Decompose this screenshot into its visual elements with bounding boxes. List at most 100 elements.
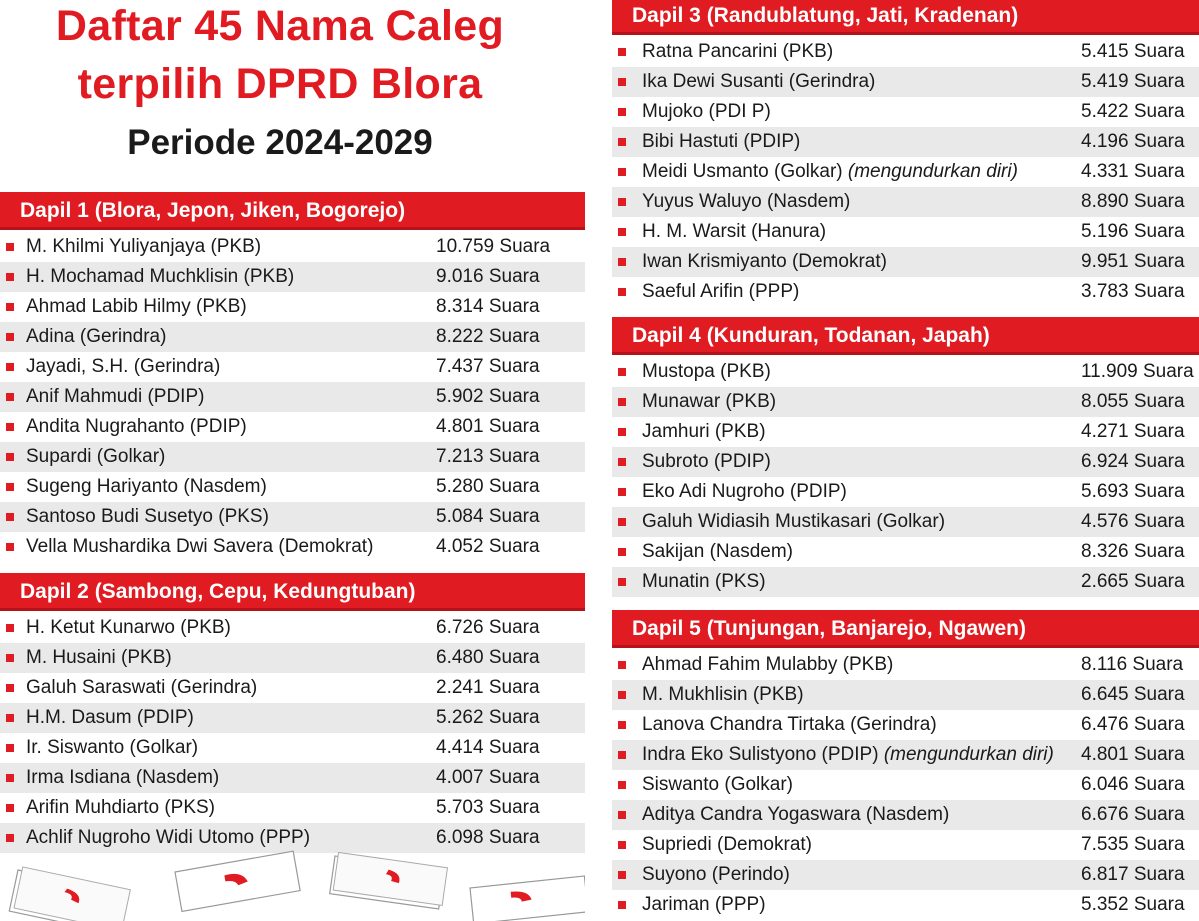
bullet-square-icon [618, 288, 626, 296]
bullet-square-icon [6, 273, 14, 281]
candidate-name-cell: Munatin (PKS) [642, 567, 1199, 597]
bullet-square-icon [618, 548, 626, 556]
candidate-name: H.M. Dasum (PDIP) [26, 707, 194, 728]
candidate-row: Adina (Gerindra) 8.222 Suara [0, 322, 585, 352]
vote-count: 4.271 Suara [1081, 421, 1185, 442]
bullet-square-icon [618, 901, 626, 909]
candidate-name: Ika Dewi Susanti (Gerindra) [642, 71, 876, 92]
bullet-square-icon [6, 393, 14, 401]
candidate-name: H. Mochamad Muchklisin (PKB) [26, 266, 295, 287]
candidate-name-cell: H. Ketut Kunarwo (PKB) [26, 613, 585, 643]
candidate-row: M. Mukhlisin (PKB) 6.645 Suara [612, 680, 1199, 710]
bullet-square-icon [618, 721, 626, 729]
bullet-square-icon [618, 78, 626, 86]
candidate-name-cell: Jamhuri (PKB) [642, 417, 1199, 447]
candidate-name: Jayadi, S.H. (Gerindra) [26, 356, 221, 377]
candidate-name: Adina (Gerindra) [26, 326, 167, 347]
candidate-name-cell: Supriedi (Demokrat) [642, 830, 1199, 860]
vote-count: 8.326 Suara [1081, 541, 1185, 562]
candidate-name: Suyono (Perindo) [642, 864, 790, 885]
candidate-name-cell: Vella Mushardika Dwi Savera (Demokrat) [26, 532, 585, 562]
candidate-name-cell: Suyono (Perindo) [642, 860, 1199, 890]
bullet-square-icon [6, 483, 14, 491]
bullet-square-icon [618, 108, 626, 116]
dapil-header: Dapil 1 (Blora, Jepon, Jiken, Bogorejo) [0, 192, 585, 230]
bullet-square-icon [6, 423, 14, 431]
candidate-name: H. M. Warsit (Hanura) [642, 221, 827, 242]
vote-count: 6.726 Suara [436, 617, 540, 638]
candidate-name: Arifin Muhdiarto (PKS) [26, 797, 216, 818]
bullet-square-icon [6, 654, 14, 662]
vote-count: 7.213 Suara [436, 446, 540, 467]
vote-count: 6.645 Suara [1081, 684, 1185, 705]
bullet-square-icon [6, 774, 14, 782]
candidate-row: H. M. Warsit (Hanura) 5.196 Suara [612, 217, 1199, 247]
candidate-row: Aditya Candra Yogaswara (Nasdem) 6.676 Su… [612, 800, 1199, 830]
vote-count: 8.890 Suara [1081, 191, 1185, 212]
candidate-row: Iwan Krismiyanto (Demokrat) 9.951 Suara [612, 247, 1199, 277]
vote-count: 6.676 Suara [1081, 804, 1185, 825]
bullet-square-icon [618, 781, 626, 789]
candidate-name: H. Ketut Kunarwo (PKB) [26, 617, 231, 638]
bullet-square-icon [6, 714, 14, 722]
bullet-square-icon [618, 48, 626, 56]
candidate-row: H.M. Dasum (PDIP) 5.262 Suara [0, 703, 585, 733]
vote-count: 5.693 Suara [1081, 481, 1185, 502]
candidate-row: Mujoko (PDI P) 5.422 Suara [612, 97, 1199, 127]
dapil-3-section: Dapil 3 (Randublatung, Jati, Kradenan) Ra… [612, 0, 1199, 307]
candidate-name: Eko Adi Nugroho (PDIP) [642, 481, 847, 502]
bullet-square-icon [618, 691, 626, 699]
main-title-line-2: terpilih DPRD Blora [77, 60, 483, 108]
candidate-name: Jariman (PPP) [642, 894, 766, 915]
candidate-name-cell: Jariman (PPP) [642, 890, 1199, 920]
bullet-square-icon [6, 543, 14, 551]
bullet-square-icon [618, 368, 626, 376]
vote-count: 11.909 Suara [1081, 361, 1194, 382]
candidate-name-cell: H.M. Dasum (PDIP) [26, 703, 585, 733]
vote-count: 8.222 Suara [436, 326, 540, 347]
candidate-name: Meidi Usmanto (Golkar) [642, 161, 843, 182]
vote-count: 5.415 Suara [1081, 41, 1185, 62]
candidate-name-cell: Mustopa (PKB) [642, 357, 1199, 387]
bullet-square-icon [6, 834, 14, 842]
candidate-name-cell: Iwan Krismiyanto (Demokrat) [642, 247, 1199, 277]
candidate-name: Supriedi (Demokrat) [642, 834, 812, 855]
candidate-row: Supriedi (Demokrat) 7.535 Suara [612, 830, 1199, 860]
vote-count: 8.055 Suara [1081, 391, 1185, 412]
vote-count: 5.084 Suara [436, 506, 540, 527]
candidate-name-cell: Santoso Budi Susetyo (PKS) [26, 502, 585, 532]
candidate-name: Ahmad Labib Hilmy (PKB) [26, 296, 247, 317]
vote-count: 5.352 Suara [1081, 894, 1185, 915]
left-column: Daftar 45 Nama Caleg terpilih DPRD Blora… [0, 0, 585, 921]
candidate-row: Supardi (Golkar) 7.213 Suara [0, 442, 585, 472]
candidate-name: Galuh Saraswati (Gerindra) [26, 677, 258, 698]
vote-count: 10.759 Suara [436, 236, 551, 257]
candidate-name-cell: Ika Dewi Susanti (Gerindra) [642, 67, 1199, 97]
dapil-header: Dapil 2 (Sambong, Cepu, Kedungtuban) [0, 573, 585, 611]
vote-count: 6.480 Suara [436, 647, 540, 668]
candidate-name: Jamhuri (PKB) [642, 421, 766, 442]
bullet-square-icon [6, 624, 14, 632]
candidate-name: Aditya Candra Yogaswara (Nasdem) [642, 804, 950, 825]
candidate-name-cell: Galuh Widiasih Mustikasari (Golkar) [642, 507, 1199, 537]
vote-count: 5.419 Suara [1081, 71, 1185, 92]
vote-count: 4.801 Suara [1081, 744, 1185, 765]
candidate-name: Subroto (PDIP) [642, 451, 771, 472]
candidate-row: Jamhuri (PKB) 4.271 Suara [612, 417, 1199, 447]
bullet-square-icon [618, 578, 626, 586]
candidate-name-cell: M. Mukhlisin (PKB) [642, 680, 1199, 710]
bullet-square-icon [6, 333, 14, 341]
candidate-name-cell: Yuyus Waluyo (Nasdem) [642, 187, 1199, 217]
bullet-square-icon [6, 303, 14, 311]
vote-count: 7.535 Suara [1081, 834, 1185, 855]
candidate-name: Santoso Budi Susetyo (PKS) [26, 506, 269, 527]
candidate-name: Indra Eko Sulistyono (PDIP) [642, 744, 879, 765]
candidate-row: Andita Nugrahanto (PDIP) 4.801 Suara [0, 412, 585, 442]
candidate-name-cell: Ratna Pancarini (PKB) [642, 37, 1199, 67]
vote-count: 4.007 Suara [436, 767, 540, 788]
candidate-name-cell: Saeful Arifin (PPP) [642, 277, 1199, 307]
candidate-name-cell: Mujoko (PDI P) [642, 97, 1199, 127]
dapil-header: Dapil 5 (Tunjungan, Banjarejo, Ngawen) [612, 610, 1199, 648]
candidate-row: Siswanto (Golkar) 6.046 Suara [612, 770, 1199, 800]
candidate-name: Sugeng Hariyanto (Nasdem) [26, 476, 267, 497]
